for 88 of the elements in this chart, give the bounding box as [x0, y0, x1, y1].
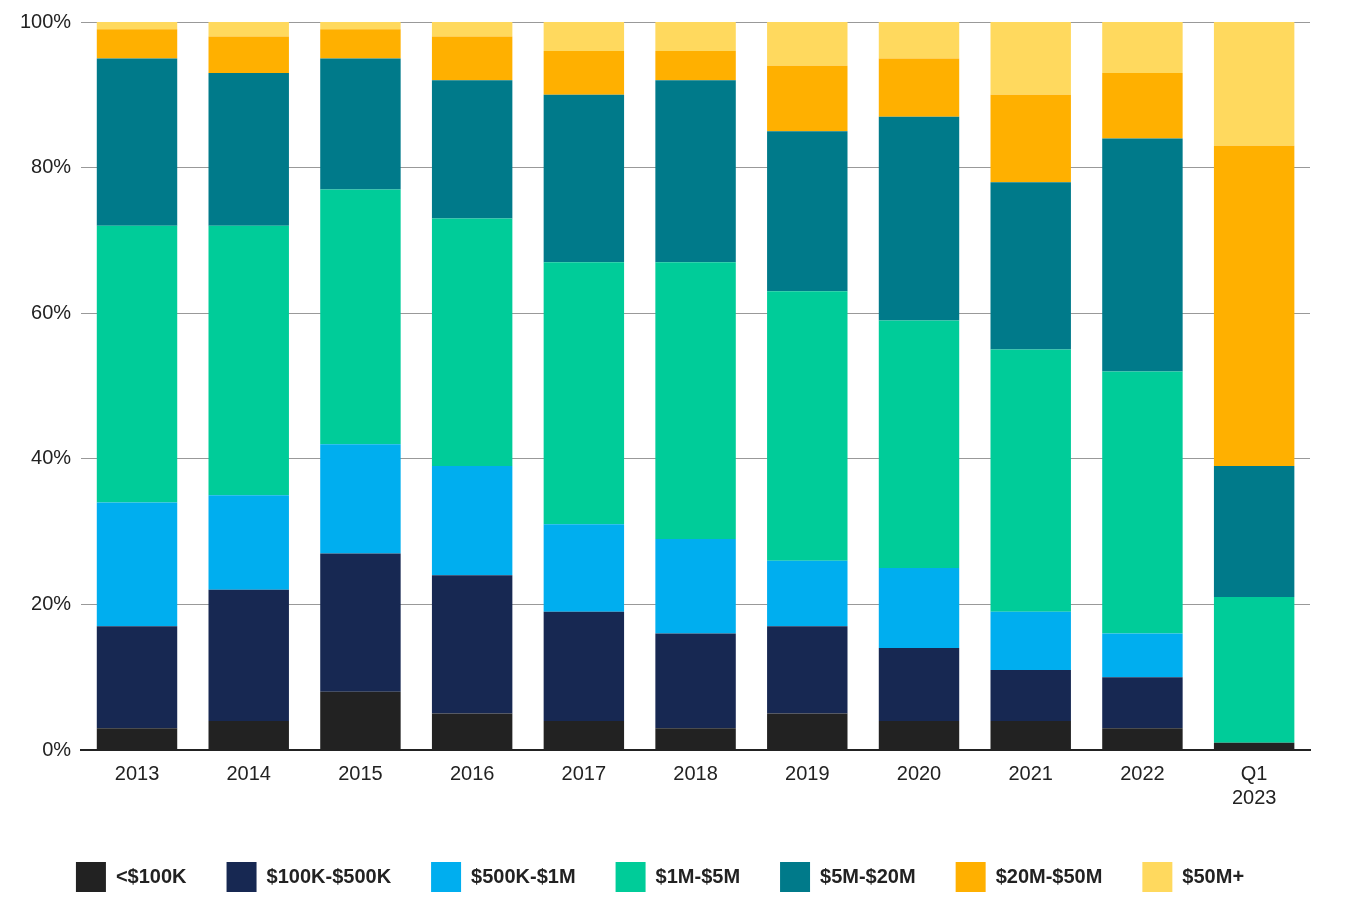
bar	[990, 349, 1071, 612]
bar	[990, 611, 1071, 670]
x-tick-label: 2021	[1008, 761, 1053, 784]
bar	[1102, 22, 1183, 73]
bar	[655, 22, 736, 52]
bar	[878, 568, 960, 649]
legend-label: <$100K	[115, 864, 188, 887]
bar	[208, 72, 289, 226]
bar	[543, 94, 625, 263]
bar	[655, 538, 736, 634]
bar	[990, 182, 1071, 350]
bar	[1213, 22, 1295, 146]
bar	[1102, 72, 1183, 139]
bar	[208, 36, 289, 73]
y-tick-label: 80%	[31, 155, 72, 178]
bar	[96, 29, 178, 59]
bar	[96, 502, 178, 627]
bar	[655, 80, 736, 263]
bar	[320, 58, 401, 190]
bar	[543, 611, 625, 721]
bar	[543, 262, 625, 525]
x-tick-label: 2015	[338, 761, 383, 784]
bar	[208, 589, 289, 721]
bar	[96, 22, 178, 30]
bar	[1213, 145, 1295, 467]
bar	[543, 51, 625, 95]
y-tick-label: 60%	[31, 300, 72, 323]
bar	[320, 29, 401, 59]
x-tick-label: 2022	[1120, 761, 1165, 784]
bar	[543, 22, 625, 52]
bar	[208, 495, 289, 590]
bar	[1102, 371, 1183, 634]
bar	[96, 225, 178, 503]
bar	[767, 65, 848, 132]
legend-label: $500K-$1M	[471, 864, 576, 887]
bar	[767, 22, 848, 66]
x-tick-label: Q1 2023	[1231, 761, 1277, 808]
x-tick-label: 2013	[114, 761, 160, 784]
bar	[431, 36, 513, 81]
bar	[208, 225, 289, 496]
legend-label: $100K-$500K	[266, 864, 392, 887]
y-tick-label: 20%	[31, 591, 72, 614]
x-tick-label: 2018	[673, 761, 718, 784]
bar	[878, 116, 960, 321]
bar	[1102, 633, 1183, 678]
bar	[431, 575, 513, 714]
y-tick-label: 40%	[31, 446, 72, 469]
y-tick-label: 100%	[20, 9, 72, 32]
x-tick-label: 2019	[785, 761, 830, 784]
y-tick-label: 0%	[42, 737, 72, 760]
bar	[990, 669, 1071, 721]
bar	[655, 262, 736, 539]
bar	[767, 131, 848, 292]
legend-label: $20M-$50M	[995, 864, 1103, 887]
bar	[96, 626, 178, 729]
bar	[431, 466, 513, 576]
bar	[320, 553, 401, 692]
bar	[878, 648, 960, 721]
bar	[878, 320, 960, 568]
bar	[990, 94, 1071, 183]
bar	[320, 189, 401, 445]
bar	[431, 22, 513, 37]
bar	[655, 51, 736, 81]
bar	[96, 58, 178, 226]
bar	[878, 22, 960, 59]
bar	[543, 524, 625, 612]
x-tick-label: 2014	[226, 761, 271, 784]
bar	[878, 58, 960, 117]
bar	[1102, 138, 1183, 372]
bar	[320, 444, 401, 554]
bar	[208, 22, 289, 37]
x-tick-label: 2020	[896, 761, 942, 784]
bar	[431, 218, 513, 467]
legend-label: $50M+	[1182, 864, 1245, 887]
bar	[767, 560, 848, 627]
bar	[767, 291, 848, 561]
bar	[990, 22, 1071, 95]
bar	[431, 80, 513, 219]
bar	[1102, 677, 1183, 729]
bar	[1213, 466, 1295, 598]
x-tick-label: 2017	[561, 761, 607, 784]
x-tick-label: 2016	[449, 761, 495, 784]
bar	[1213, 597, 1295, 743]
bar	[767, 626, 848, 714]
bar	[320, 22, 401, 30]
legend-label: $1M-$5M	[655, 864, 741, 887]
bar	[655, 633, 736, 729]
legend-label: $5M-$20M	[820, 864, 916, 887]
